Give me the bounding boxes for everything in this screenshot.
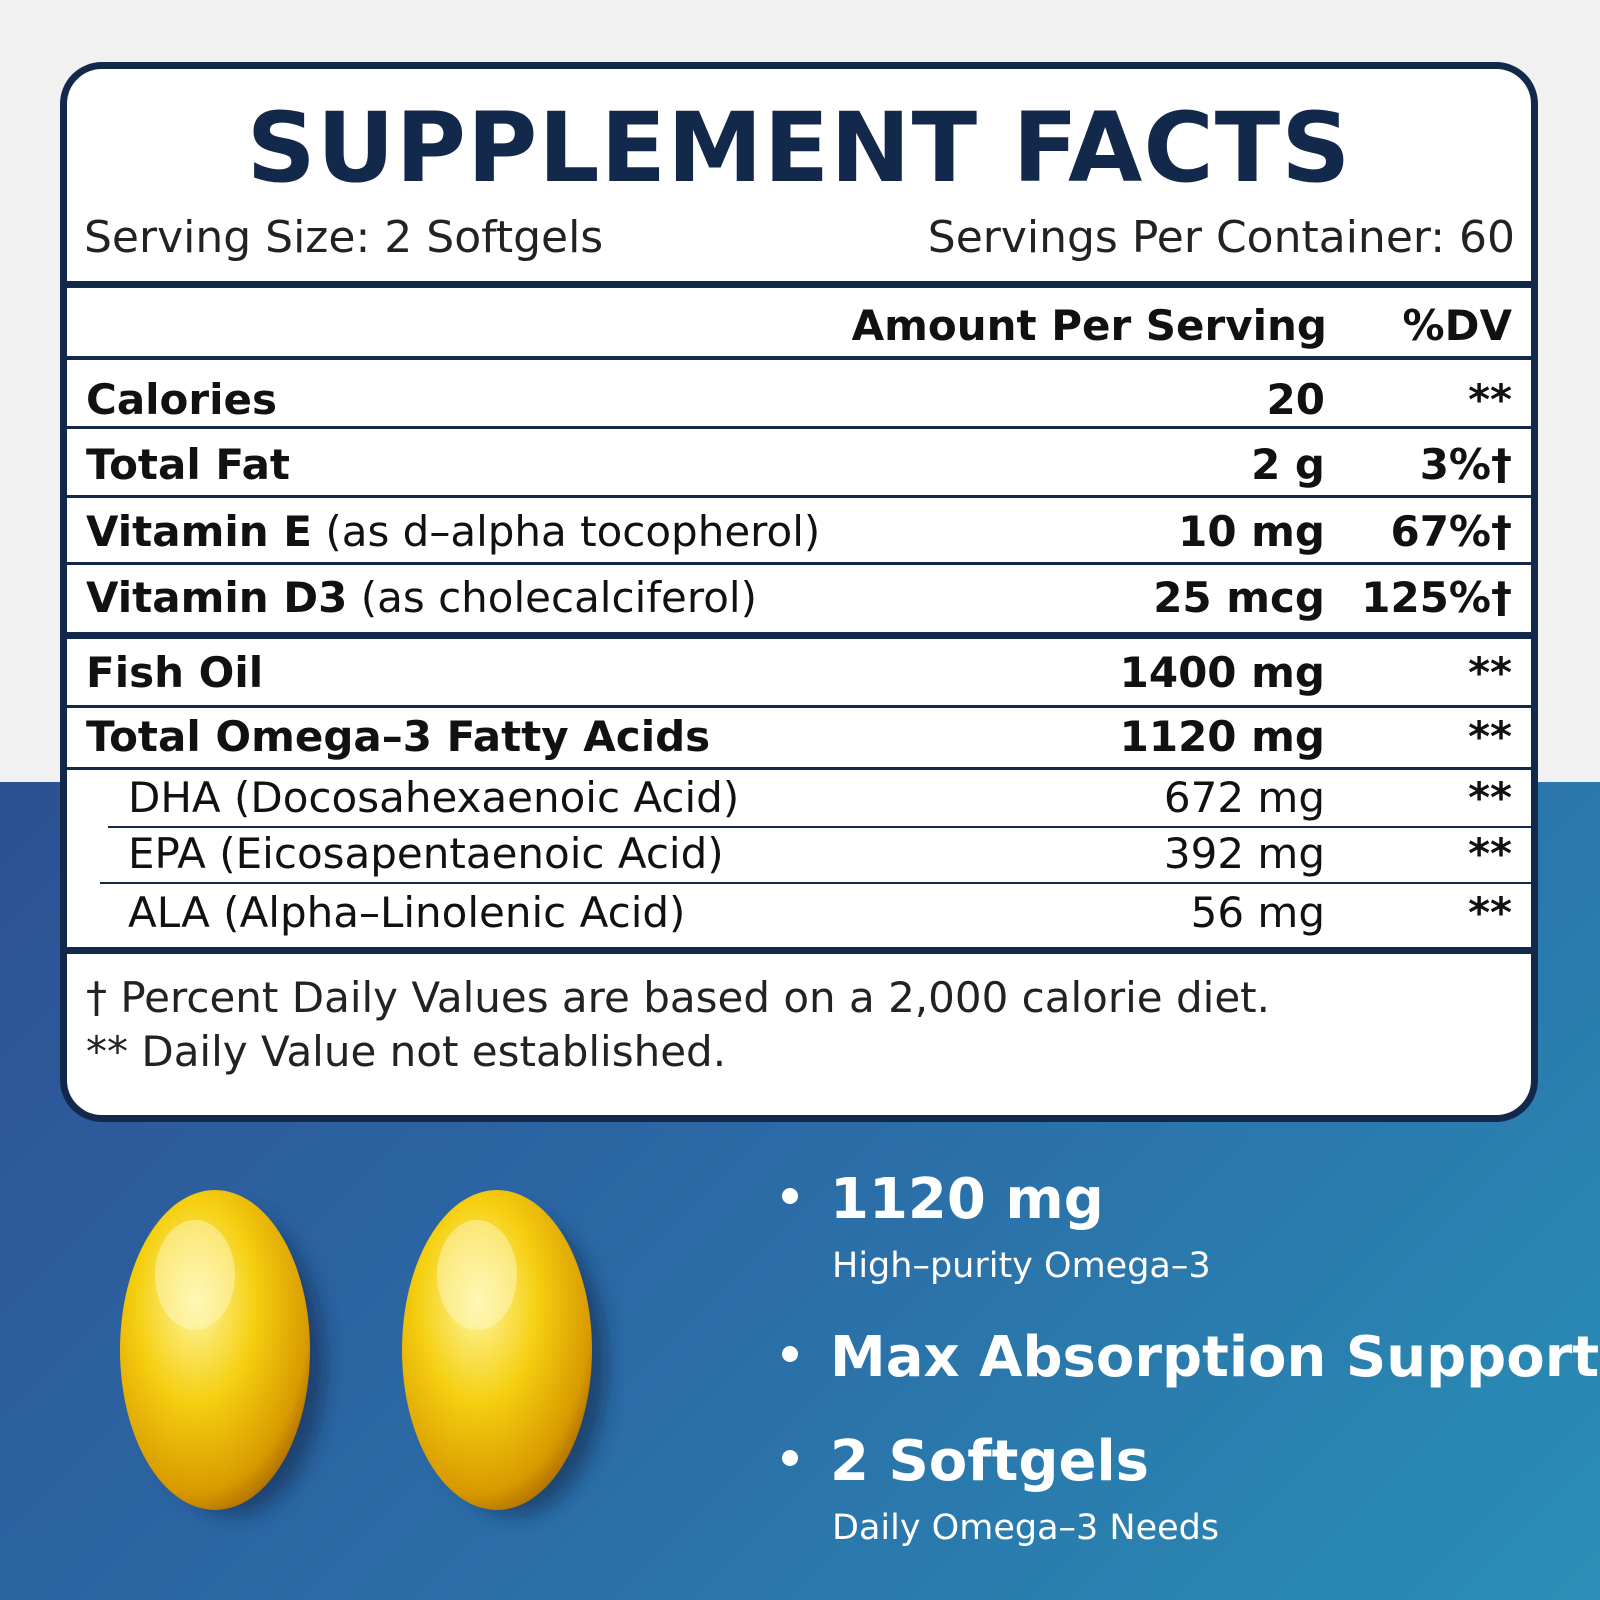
amount: 10 mg [1178,507,1325,556]
column-header: Amount Per Serving [851,301,1327,350]
softgels [120,1190,607,1515]
divider [108,826,1534,828]
bullet [782,1346,798,1362]
row-note: (as d–alpha tocopherol) [311,507,821,556]
amount: 2 g [1251,440,1325,489]
servings-per-container: Servings Per Container: 60 [927,212,1515,263]
divider [64,631,1534,639]
amount: 672 mg [1163,773,1325,822]
row-name: EPA (Eicosapentaenoic Acid) [128,829,724,878]
divider [64,561,1534,565]
divider [64,704,1534,708]
facts-panel [60,62,1538,1122]
title: SUPPLEMENT FACTS [246,92,1352,204]
row-name: ALA (Alpha–Linolenic Acid) [128,888,686,937]
row-name: Vitamin D3 (as cholecalciferol) [86,573,757,622]
footnote: † Percent Daily Values are based on a 2,… [86,973,1270,1022]
row-name: Vitamin E (as d–alpha tocopherol) [86,507,821,556]
divider [100,882,1534,884]
amount: 1120 mg [1119,712,1325,761]
row-name: Total Omega–3 Fatty Acids [86,712,711,761]
row-name: Fish Oil [86,648,264,697]
feature-subtitle: High–purity Omega–3 [832,1246,1211,1286]
divider [64,766,1534,770]
row-note: (as cholecalciferol) [347,573,757,622]
amount: 392 mg [1163,829,1325,878]
feature-title: Max Absorption Support [830,1325,1600,1390]
amount: 1400 mg [1119,648,1325,697]
divider [64,280,1534,288]
amount: 25 mcg [1153,573,1325,622]
feature-title: 2 Softgels [830,1429,1149,1494]
feature-subtitle: Daily Omega–3 Needs [832,1508,1220,1548]
amount: 20 [1266,375,1325,424]
bullet [782,1188,798,1204]
column-header: %DV [1402,301,1512,350]
footnote: ** Daily Value not established. [86,1027,727,1076]
daily-value: ** [1468,773,1512,822]
amount: 56 mg [1190,888,1325,937]
divider [64,356,1534,360]
bullet [782,1450,798,1466]
divider [64,425,1534,429]
daily-value: ** [1468,712,1512,761]
daily-value: 125%† [1361,573,1512,622]
daily-value: 67%† [1390,507,1512,556]
daily-value: ** [1468,375,1512,424]
daily-value: ** [1468,648,1512,697]
row-name: DHA (Docosahexaenoic Acid) [128,773,740,822]
row-name: Total Fat [86,440,291,489]
daily-value: ** [1468,829,1512,878]
feature-title: 1120 mg [830,1167,1104,1232]
divider [64,494,1534,498]
divider [64,946,1534,954]
daily-value: ** [1468,888,1512,937]
daily-value: 3%† [1419,440,1512,489]
serving-size: Serving Size: 2 Softgels [84,212,604,263]
row-name: Calories [86,375,278,424]
